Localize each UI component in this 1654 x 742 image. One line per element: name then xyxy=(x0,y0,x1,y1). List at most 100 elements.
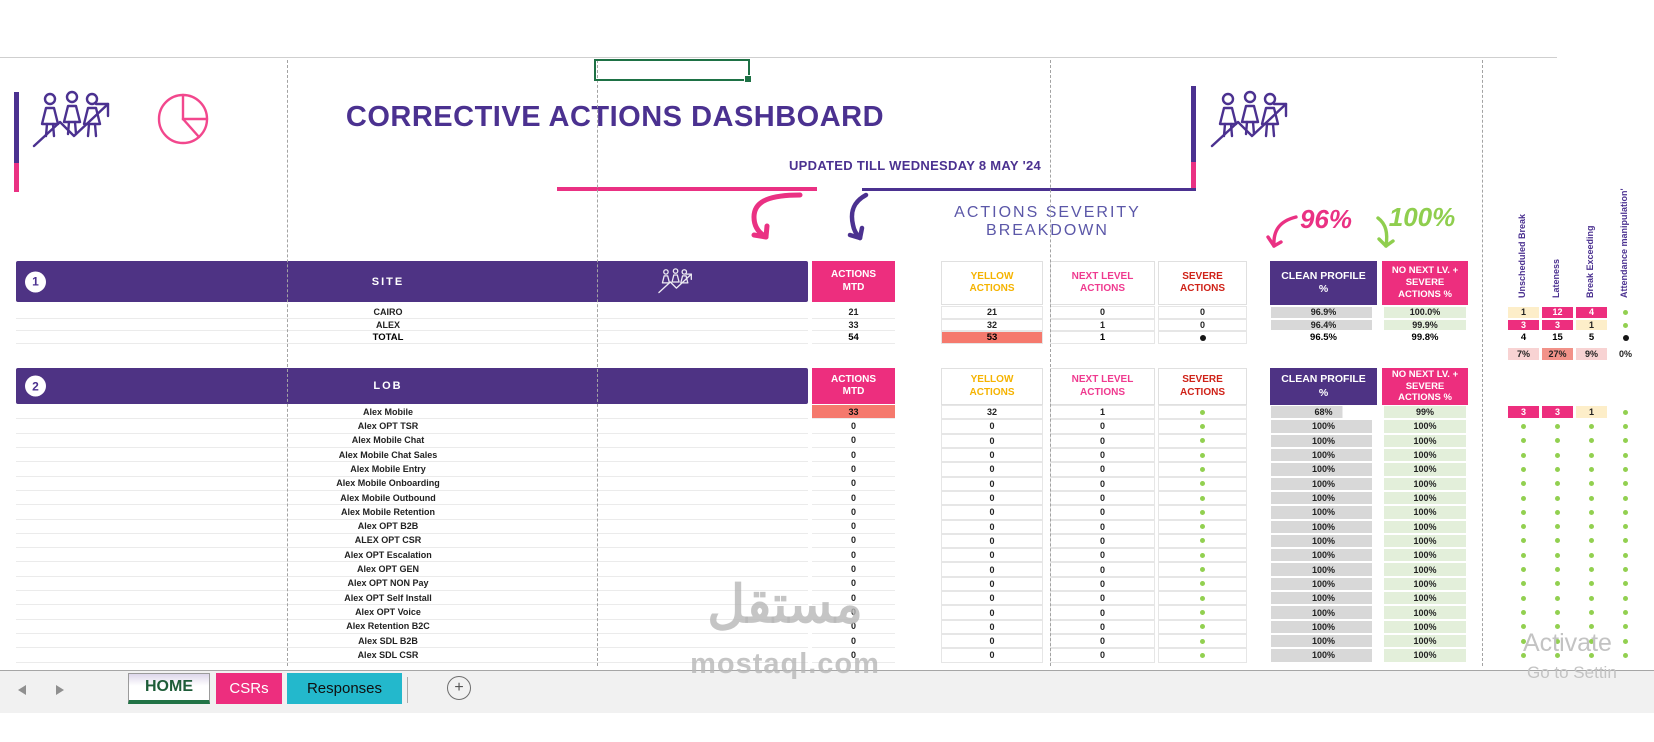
actions-mtd-cell[interactable]: 0 xyxy=(812,548,895,563)
attendance-manipulation-cell[interactable] xyxy=(1610,478,1641,490)
clean-profile-cell[interactable]: 100% xyxy=(1271,563,1376,576)
no-next-cell[interactable]: 100% xyxy=(1384,534,1466,548)
attendance-manipulation-cell[interactable] xyxy=(1610,420,1641,432)
clean-profile-cell[interactable]: 100% xyxy=(1271,620,1376,633)
unscheduled-break-cell[interactable]: 3 xyxy=(1508,319,1539,331)
break-exceeding-cell[interactable] xyxy=(1576,578,1607,590)
no-next-cell[interactable]: 100% xyxy=(1384,434,1466,447)
severe-cell[interactable] xyxy=(1158,519,1247,534)
severe-cell[interactable] xyxy=(1158,476,1247,491)
no-next-cell[interactable]: 100% xyxy=(1384,620,1466,633)
no-next-cell[interactable]: 100% xyxy=(1384,649,1466,662)
next-level-cell[interactable]: 0 xyxy=(1050,548,1155,563)
unscheduled-break-cell[interactable] xyxy=(1508,463,1539,475)
yellow-actions-cell[interactable]: 0 xyxy=(941,433,1043,448)
actions-mtd-cell[interactable]: 0 xyxy=(812,648,895,663)
actions-mtd-cell[interactable]: 0 xyxy=(812,447,895,463)
lob-cell[interactable]: Alex OPT TSR xyxy=(16,419,808,434)
next-level-cell[interactable]: 0 xyxy=(1050,433,1155,448)
actions-mtd-cell[interactable]: 0 xyxy=(812,619,895,634)
attendance-manipulation-cell[interactable] xyxy=(1610,535,1641,547)
severe-cell[interactable] xyxy=(1158,490,1247,506)
unscheduled-break-cell[interactable] xyxy=(1508,606,1539,618)
lateness-cell[interactable] xyxy=(1542,435,1573,447)
break-exceeding-cell[interactable] xyxy=(1576,592,1607,604)
unscheduled-break-pct[interactable]: 7% xyxy=(1508,348,1539,360)
severe-cell[interactable] xyxy=(1158,447,1247,463)
actions-mtd-cell[interactable]: 0 xyxy=(812,634,895,649)
attendance-manipulation-cell[interactable] xyxy=(1610,521,1641,533)
actions-mtd-cell[interactable]: 0 xyxy=(812,562,895,577)
lob-cell[interactable]: Alex OPT Voice xyxy=(16,605,808,620)
clean-profile-cell[interactable]: 100% xyxy=(1271,477,1376,490)
lateness-cell[interactable] xyxy=(1542,578,1573,590)
break-exceeding-cell[interactable] xyxy=(1576,420,1607,432)
severe-cell[interactable] xyxy=(1158,562,1247,577)
unscheduled-break-cell[interactable] xyxy=(1508,549,1539,561)
severe-cell[interactable] xyxy=(1158,576,1247,592)
lateness-cell[interactable]: 15 xyxy=(1552,332,1563,344)
yellow-actions-cell[interactable]: 0 xyxy=(941,634,1043,649)
lateness-cell[interactable] xyxy=(1542,635,1573,647)
lob-cell[interactable]: Alex Mobile xyxy=(16,405,808,420)
no-next-cell[interactable]: 100% xyxy=(1384,635,1466,648)
lateness-cell[interactable] xyxy=(1542,535,1573,547)
lob-cell[interactable]: ALEX OPT CSR xyxy=(16,534,808,549)
severe-cell[interactable] xyxy=(1158,533,1247,549)
severe-cell[interactable] xyxy=(1158,331,1247,345)
lateness-cell[interactable]: 3 xyxy=(1542,319,1573,331)
clean-profile-cell[interactable]: 96.5% xyxy=(1310,332,1337,344)
attendance-manipulation-pct[interactable]: 0% xyxy=(1618,349,1632,359)
lob-cell[interactable]: Alex Mobile Chat Sales xyxy=(16,448,808,463)
tab-responses[interactable]: Responses xyxy=(287,673,402,704)
actions-mtd-cell[interactable]: 33 xyxy=(812,318,895,332)
unscheduled-break-cell[interactable] xyxy=(1508,492,1539,504)
site-cell[interactable]: ALEX xyxy=(16,319,808,332)
attendance-manipulation-cell[interactable] xyxy=(1610,332,1641,343)
actions-mtd-cell[interactable]: 0 xyxy=(812,533,895,549)
sheet-nav-right-arrow[interactable] xyxy=(56,685,64,695)
lob-cell[interactable]: Alex SDL B2B xyxy=(16,634,808,649)
actions-mtd-cell[interactable]: 0 xyxy=(812,419,895,434)
yellow-actions-cell[interactable]: 0 xyxy=(941,476,1043,491)
actions-mtd-cell[interactable]: 0 xyxy=(812,605,895,620)
actions-mtd-cell[interactable]: 0 xyxy=(812,476,895,491)
unscheduled-break-cell[interactable] xyxy=(1508,521,1539,533)
yellow-actions-cell[interactable]: 0 xyxy=(941,490,1043,506)
break-exceeding-cell[interactable] xyxy=(1576,506,1607,518)
clean-profile-cell[interactable]: 100% xyxy=(1271,463,1376,476)
no-next-cell[interactable]: 100% xyxy=(1384,477,1466,490)
break-exceeding-cell[interactable] xyxy=(1576,606,1607,618)
break-exceeding-cell[interactable] xyxy=(1576,521,1607,533)
next-level-cell[interactable]: 0 xyxy=(1050,619,1155,634)
attendance-manipulation-cell[interactable] xyxy=(1610,463,1641,475)
next-level-cell[interactable]: 0 xyxy=(1050,419,1155,434)
add-sheet-button[interactable]: + xyxy=(447,676,471,700)
clean-profile-cell[interactable]: 100% xyxy=(1271,420,1376,433)
break-exceeding-cell[interactable] xyxy=(1576,621,1607,633)
yellow-actions-cell[interactable]: 32 xyxy=(941,405,1043,420)
lateness-cell[interactable]: 3 xyxy=(1542,406,1573,419)
no-next-cell[interactable]: 100% xyxy=(1384,592,1466,605)
lateness-cell[interactable] xyxy=(1542,506,1573,518)
clean-profile-cell[interactable]: 100% xyxy=(1271,649,1376,662)
lob-cell[interactable]: Alex OPT Self Install xyxy=(16,591,808,606)
attendance-manipulation-cell[interactable] xyxy=(1610,435,1641,447)
unscheduled-break-cell[interactable]: 1 xyxy=(1508,307,1539,318)
no-next-cell[interactable]: 100% xyxy=(1384,606,1466,619)
next-level-cell[interactable]: 0 xyxy=(1050,447,1155,463)
next-level-cell[interactable]: 0 xyxy=(1050,591,1155,606)
unscheduled-break-cell[interactable] xyxy=(1508,649,1539,661)
yellow-actions-cell[interactable]: 0 xyxy=(941,648,1043,663)
break-exceeding-cell[interactable] xyxy=(1576,449,1607,461)
attendance-manipulation-cell[interactable] xyxy=(1610,649,1641,661)
next-level-cell[interactable]: 0 xyxy=(1050,519,1155,534)
next-level-cell[interactable]: 0 xyxy=(1050,648,1155,663)
attendance-manipulation-cell[interactable] xyxy=(1610,406,1641,418)
lob-cell[interactable]: Alex SDL CSR xyxy=(16,648,808,663)
clean-profile-cell[interactable]: 100% xyxy=(1271,534,1376,548)
yellow-actions-cell[interactable]: 0 xyxy=(941,562,1043,577)
severe-cell[interactable] xyxy=(1158,405,1247,420)
yellow-actions-cell[interactable]: 0 xyxy=(941,576,1043,592)
unscheduled-break-cell[interactable] xyxy=(1508,592,1539,604)
